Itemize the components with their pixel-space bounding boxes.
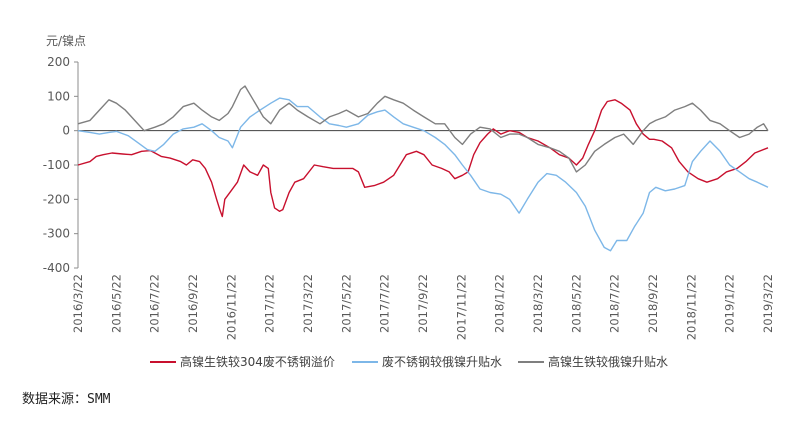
x-tick-label: 2016/3/22 [71, 274, 85, 333]
x-tick-label: 2016/9/22 [186, 274, 200, 333]
x-tick-label: 2018/9/22 [646, 274, 660, 333]
y-tick-label: 100 [47, 89, 70, 103]
y-tick-label: -200 [43, 192, 70, 206]
series-line-2 [77, 85, 769, 173]
x-tick-label: 2017/9/22 [416, 274, 430, 333]
legend-swatch-series-2 [518, 360, 544, 363]
series-line-1 [77, 97, 769, 252]
x-tick-label: 2018/3/22 [531, 274, 545, 333]
x-tick-label: 2019/1/22 [723, 274, 737, 333]
y-tick-label: 200 [47, 55, 70, 69]
y-tick-label: -100 [43, 158, 70, 172]
y-axis-unit-label: 元/镍点 [46, 34, 87, 48]
x-tick-label: 2017/7/22 [378, 274, 392, 333]
legend-item-series-2: 高镍生铁较俄镍升贴水 [518, 353, 668, 370]
x-tick-label: 2016/11/22 [224, 274, 238, 340]
x-tick-label: 2016/7/22 [148, 274, 162, 333]
series-line-0 [77, 99, 769, 218]
legend-swatch-series-0 [150, 360, 176, 363]
x-tick-label: 2017/1/22 [263, 274, 277, 333]
y-tick-label: 0 [62, 124, 70, 138]
y-tick-label: -400 [43, 261, 70, 275]
legend-label-series-2: 高镍生铁较俄镍升贴水 [548, 355, 669, 369]
data-source-note: 数据来源：SMM [22, 392, 111, 407]
x-tick-label: 2017/5/22 [339, 274, 353, 333]
x-tick-label: 2018/11/22 [684, 274, 698, 340]
x-tick-label: 2018/1/22 [493, 274, 507, 333]
legend-item-series-1: 废不锈钢较俄镍升贴水 [352, 353, 502, 370]
legend-item-series-0: 高镍生铁较304废不锈钢溢价 [150, 353, 335, 370]
x-tick-label: 2018/7/22 [608, 274, 622, 333]
x-tick-label: 2018/5/22 [569, 274, 583, 333]
x-tick-label: 2019/3/22 [761, 274, 775, 333]
legend-label-series-1: 废不锈钢较俄镍升贴水 [382, 355, 503, 369]
legend-label-series-0: 高镍生铁较304废不锈钢溢价 [180, 355, 335, 369]
chart-series-lines [77, 85, 769, 252]
legend-swatch-series-1 [352, 360, 378, 363]
x-tick-label: 2017/11/22 [454, 274, 468, 340]
x-tick-label: 2017/3/22 [301, 274, 315, 333]
y-tick-label: -300 [43, 227, 70, 241]
x-tick-label: 2016/5/22 [109, 274, 123, 333]
